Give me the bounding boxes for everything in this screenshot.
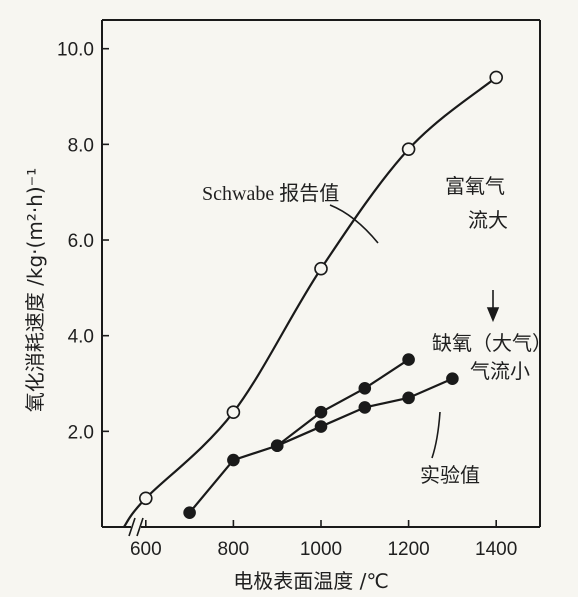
data-point (183, 506, 196, 519)
x-tick-label: 1200 (387, 539, 429, 560)
annotation-rich-line1: 富氧气 (445, 174, 505, 198)
annotation-rich-line2: 流大 (468, 208, 508, 232)
annotation-lean-line2: 气流小 (470, 359, 530, 383)
data-point (401, 142, 416, 156)
x-tick-label: 600 (130, 539, 162, 560)
x-axis-break (128, 517, 144, 537)
x-axis-title: 电极表面温度 /℃ (233, 569, 389, 593)
annotation-schwabe-leader (329, 204, 379, 244)
x-ticks: 600 800 1000 1200 1400 (130, 520, 517, 560)
y-tick-label: 2.0 (68, 422, 94, 443)
y-tick-label: 10.0 (57, 40, 94, 61)
y-axis-title: 氧化消耗速度 /kg·(m²·h)⁻¹ (23, 168, 47, 412)
series-1 (123, 70, 504, 528)
series-line (188, 358, 410, 514)
data-point (270, 439, 284, 452)
y-tick-label: 6.0 (68, 231, 94, 252)
series-line (123, 76, 497, 528)
data-point (489, 70, 504, 85)
annotation-experimental-leader (431, 411, 441, 459)
data-point (446, 372, 459, 386)
data-point (314, 261, 328, 276)
data-point (226, 405, 241, 420)
y-tick-label: 8.0 (68, 135, 94, 156)
x-tick-label: 1000 (300, 539, 342, 560)
annotation-lean-line1: 缺氧（大气） (432, 331, 552, 355)
data-point (402, 353, 415, 366)
y-tick-label: 4.0 (68, 327, 94, 348)
data-point (358, 401, 372, 414)
y-ticks: 2.0 4.0 6.0 8.0 10.0 (57, 40, 109, 443)
data-point (358, 381, 372, 395)
axes (101, 19, 541, 528)
annotation-schwabe: Schwabe 报告值 (202, 182, 339, 205)
data-point (314, 420, 328, 433)
series-3 (270, 372, 459, 452)
series-layer (123, 70, 504, 528)
annotation-lean-arrow (486, 290, 500, 323)
data-point (139, 491, 153, 506)
data-point (402, 391, 415, 405)
annotation-experimental: 实验值 (420, 463, 480, 487)
x-tick-label: 800 (218, 539, 250, 560)
x-tick-label: 1400 (475, 539, 517, 560)
data-point (314, 405, 328, 419)
data-point (227, 453, 240, 467)
